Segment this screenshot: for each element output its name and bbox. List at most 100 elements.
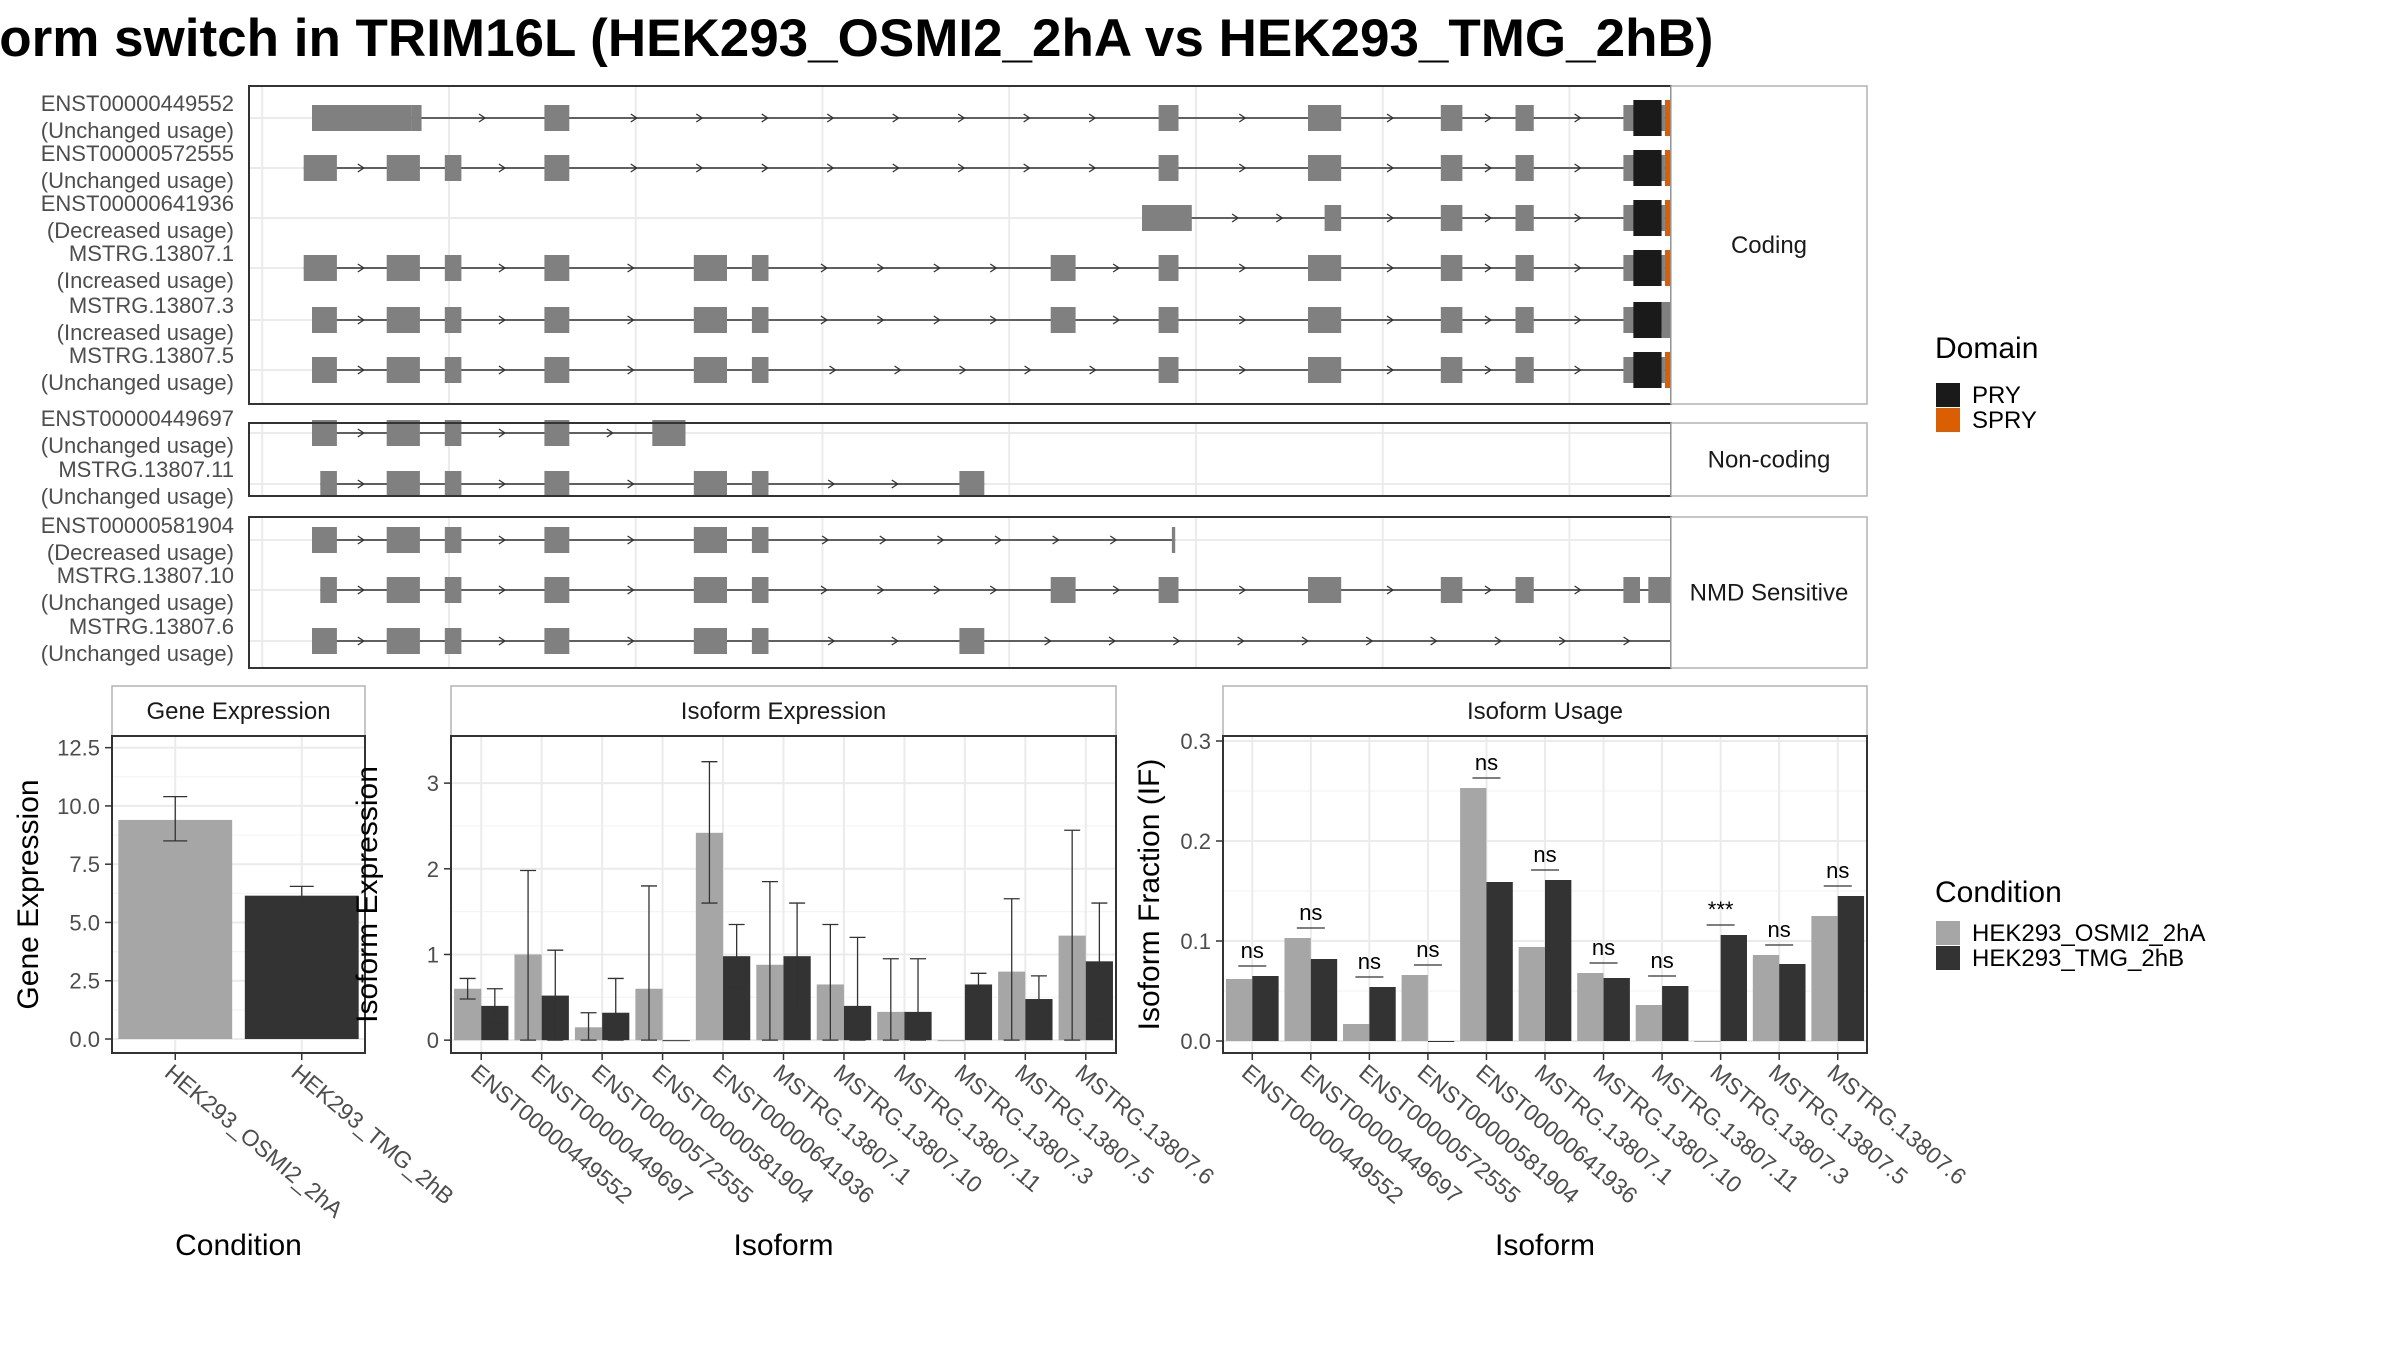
x-axis-title: Isoform: [733, 1229, 833, 1262]
direction-arrow: [606, 428, 614, 438]
direction-arrow: [498, 636, 507, 646]
direction-arrow: [1484, 163, 1493, 173]
legend-key-condition-1: [1936, 946, 1960, 970]
bar-hek293_tmg_2hb: [1369, 987, 1396, 1041]
direction-arrow: [820, 585, 829, 595]
direction-arrow: [1172, 636, 1181, 646]
direction-arrow: [933, 263, 941, 273]
direction-arrow: [627, 636, 635, 646]
bar-hek293_tmg_2hb: [1603, 978, 1630, 1041]
gene-expression-chart: Gene Expression0.02.55.07.510.012.5HEK29…: [12, 685, 459, 1262]
domain-pry: [1633, 302, 1662, 338]
significance-label: ns: [1592, 935, 1615, 960]
exon: [1050, 307, 1076, 333]
facet-strip: [450, 685, 1117, 737]
exon: [1440, 205, 1463, 231]
direction-arrow: [627, 365, 635, 375]
direction-arrow: [1238, 365, 1247, 375]
structure-panel-2: ENST00000581904(Decreased usage)MSTRG.13…: [41, 513, 1868, 669]
direction-arrow: [989, 263, 998, 273]
bar-hek293_tmg_2hb: [1779, 964, 1806, 1041]
direction-arrow: [1386, 365, 1395, 375]
direction-arrow: [877, 263, 885, 273]
exon: [652, 420, 686, 446]
direction-arrow: [1484, 315, 1493, 325]
direction-arrow: [630, 113, 638, 123]
exon: [320, 471, 337, 497]
direction-arrow: [1484, 213, 1493, 223]
direction-arrow: [892, 163, 900, 173]
bar-hek293_tmg_2hb: [1486, 882, 1513, 1041]
bar-hek293_osmi2_2ha: [1577, 973, 1604, 1041]
direction-arrow: [989, 585, 998, 595]
bar-hek293_tmg_2hb: [662, 1040, 690, 1042]
panel-background: [249, 86, 1671, 404]
direction-arrow: [1275, 213, 1284, 223]
direction-arrow: [498, 585, 507, 595]
exon: [444, 471, 462, 497]
direction-arrow: [1484, 113, 1493, 123]
direction-arrow: [357, 535, 365, 545]
exon: [1308, 307, 1342, 333]
direction-arrow: [627, 535, 635, 545]
exon: [544, 255, 570, 281]
bar-hek293_tmg_2hb: [1252, 976, 1279, 1041]
direction-arrow: [1052, 535, 1060, 545]
transcript-id-label: ENST00000581904: [41, 513, 234, 538]
exon: [693, 527, 727, 553]
direction-arrow: [357, 428, 365, 438]
direction-arrow: [1112, 315, 1121, 325]
transcript-track: MSTRG.13807.10(Unchanged usage): [41, 563, 1740, 615]
direction-arrow: [1494, 636, 1503, 646]
direction-arrow: [1484, 585, 1493, 595]
transcript-track: MSTRG.13807.3(Increased usage): [57, 293, 1823, 345]
exon: [1440, 105, 1463, 131]
direction-arrow: [761, 113, 769, 123]
exon: [444, 628, 462, 654]
direction-arrow: [891, 636, 899, 646]
direction-arrow: [989, 315, 998, 325]
exon: [1440, 357, 1463, 383]
direction-arrow: [1558, 636, 1567, 646]
y-tick-label: 5.0: [69, 910, 100, 935]
legend-key-condition-0: [1936, 921, 1960, 945]
exon: [1308, 357, 1342, 383]
exon: [1050, 577, 1076, 603]
exon: [959, 628, 985, 654]
transcript-usage-label: (Unchanged usage): [41, 118, 234, 143]
legend-label: HEK293_OSMI2_2hA: [1972, 920, 2205, 947]
exon: [693, 577, 727, 603]
facet-strip-label: NMD Sensitive: [1690, 580, 1849, 607]
exon: [444, 527, 462, 553]
transcript-usage-label: (Increased usage): [57, 320, 234, 345]
exon: [444, 420, 462, 446]
bar-hek293_tmg_2hb: [1720, 935, 1747, 1041]
exon: [444, 357, 462, 383]
facet-strip-label: Isoform Expression: [681, 698, 886, 725]
exon: [693, 471, 727, 497]
exon: [1440, 307, 1463, 333]
bar-hek293_osmi2_2ha: [1460, 788, 1487, 1041]
exon: [1142, 205, 1192, 231]
direction-arrow: [1108, 636, 1117, 646]
direction-arrow: [1238, 585, 1247, 595]
direction-arrow: [498, 263, 507, 273]
facet-strip-label: Gene Expression: [146, 698, 330, 725]
direction-arrow: [959, 365, 967, 375]
exon: [386, 628, 420, 654]
exon: [1158, 105, 1179, 131]
direction-arrow: [1484, 365, 1493, 375]
direction-arrow: [1088, 163, 1097, 173]
transcript-usage-label: (Unchanged usage): [41, 641, 234, 666]
exon: [444, 307, 462, 333]
direction-arrow: [820, 263, 829, 273]
exon: [544, 155, 570, 181]
y-tick-label: 0.0: [1180, 1029, 1211, 1054]
significance-label: ns: [1826, 858, 1849, 883]
transcript-id-label: ENST00000641936: [41, 191, 234, 216]
direction-arrow: [894, 365, 902, 375]
exon: [1515, 255, 1534, 281]
direction-arrow: [498, 365, 507, 375]
direction-arrow: [1238, 315, 1247, 325]
